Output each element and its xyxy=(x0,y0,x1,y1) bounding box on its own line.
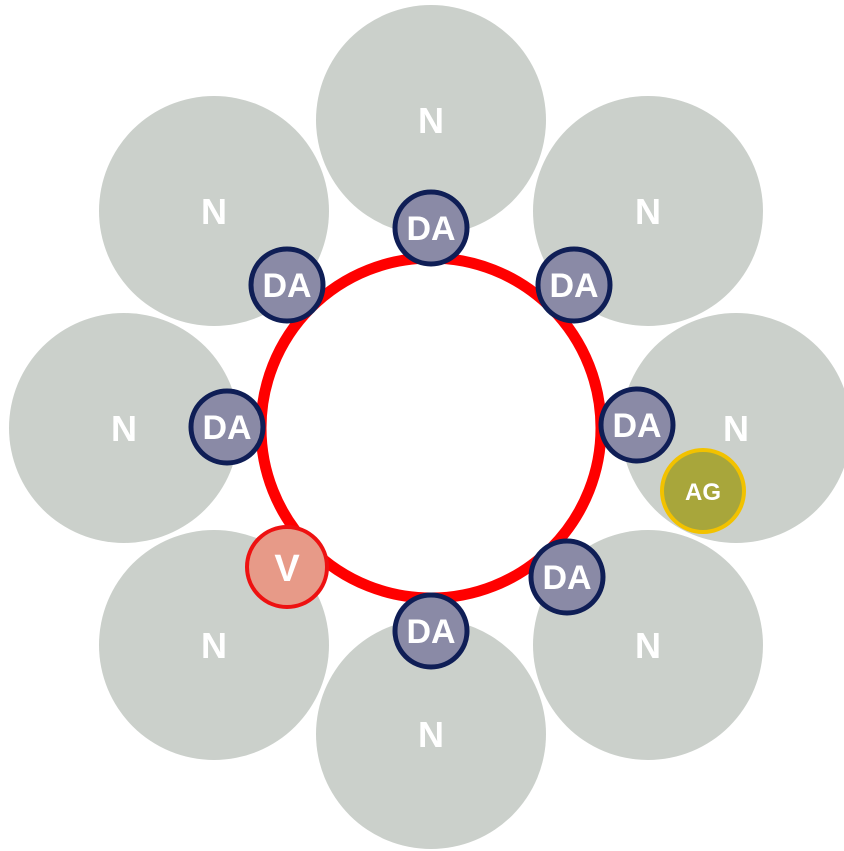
outer-node-left: N xyxy=(9,313,239,543)
outer-node-top: N xyxy=(316,5,546,235)
ag-node-label: AG xyxy=(685,479,721,506)
ring-node-label: DA xyxy=(202,409,251,447)
v-node: V xyxy=(245,525,329,609)
ag-node-circle xyxy=(660,448,746,534)
ring-node-label: DA xyxy=(549,267,598,305)
outer-node-label: N xyxy=(723,408,749,449)
ring-node-left: DA xyxy=(188,388,266,466)
ring-node-circle xyxy=(392,189,470,267)
outer-node-circle xyxy=(9,313,239,543)
ring-node-top-right: DA xyxy=(535,246,613,324)
ag-node: AG xyxy=(660,448,746,534)
outer-node-circle xyxy=(316,619,546,849)
v-node-circle xyxy=(245,525,329,609)
outer-node-label: N xyxy=(635,191,661,232)
ring-node-label: DA xyxy=(406,210,455,248)
ring-node-label: DA xyxy=(612,407,661,445)
outer-node-label: N xyxy=(201,191,227,232)
v-node-label: V xyxy=(274,548,300,590)
ring-node-circle xyxy=(528,538,606,616)
ring-nodes: DA DA DA DA DA DA DA xyxy=(188,189,676,670)
outer-node-label: N xyxy=(418,714,444,755)
ring-node-label: DA xyxy=(406,613,455,651)
outer-node-label: N xyxy=(201,625,227,666)
ring-node-top: DA xyxy=(392,189,470,267)
ring-node-label: DA xyxy=(542,559,591,597)
ring-node-right: DA xyxy=(598,386,676,464)
ring-node-label: DA xyxy=(262,267,311,305)
ring-node-circle xyxy=(392,592,470,670)
ring-node-circle xyxy=(598,386,676,464)
ring-node-bottom: DA xyxy=(392,592,470,670)
outer-node-label: N xyxy=(111,408,137,449)
ring-node-circle xyxy=(248,246,326,324)
ring-node-bottom-right: DA xyxy=(528,538,606,616)
outer-node-circle xyxy=(316,5,546,235)
outer-node-label: N xyxy=(635,625,661,666)
ring-node-circle xyxy=(535,246,613,324)
outer-nodes: N N N N N N N N xyxy=(9,5,844,849)
ring-node-circle xyxy=(188,388,266,466)
outer-node-label: N xyxy=(418,100,444,141)
ring-node-top-left: DA xyxy=(248,246,326,324)
outer-node-bottom: N xyxy=(316,619,546,849)
